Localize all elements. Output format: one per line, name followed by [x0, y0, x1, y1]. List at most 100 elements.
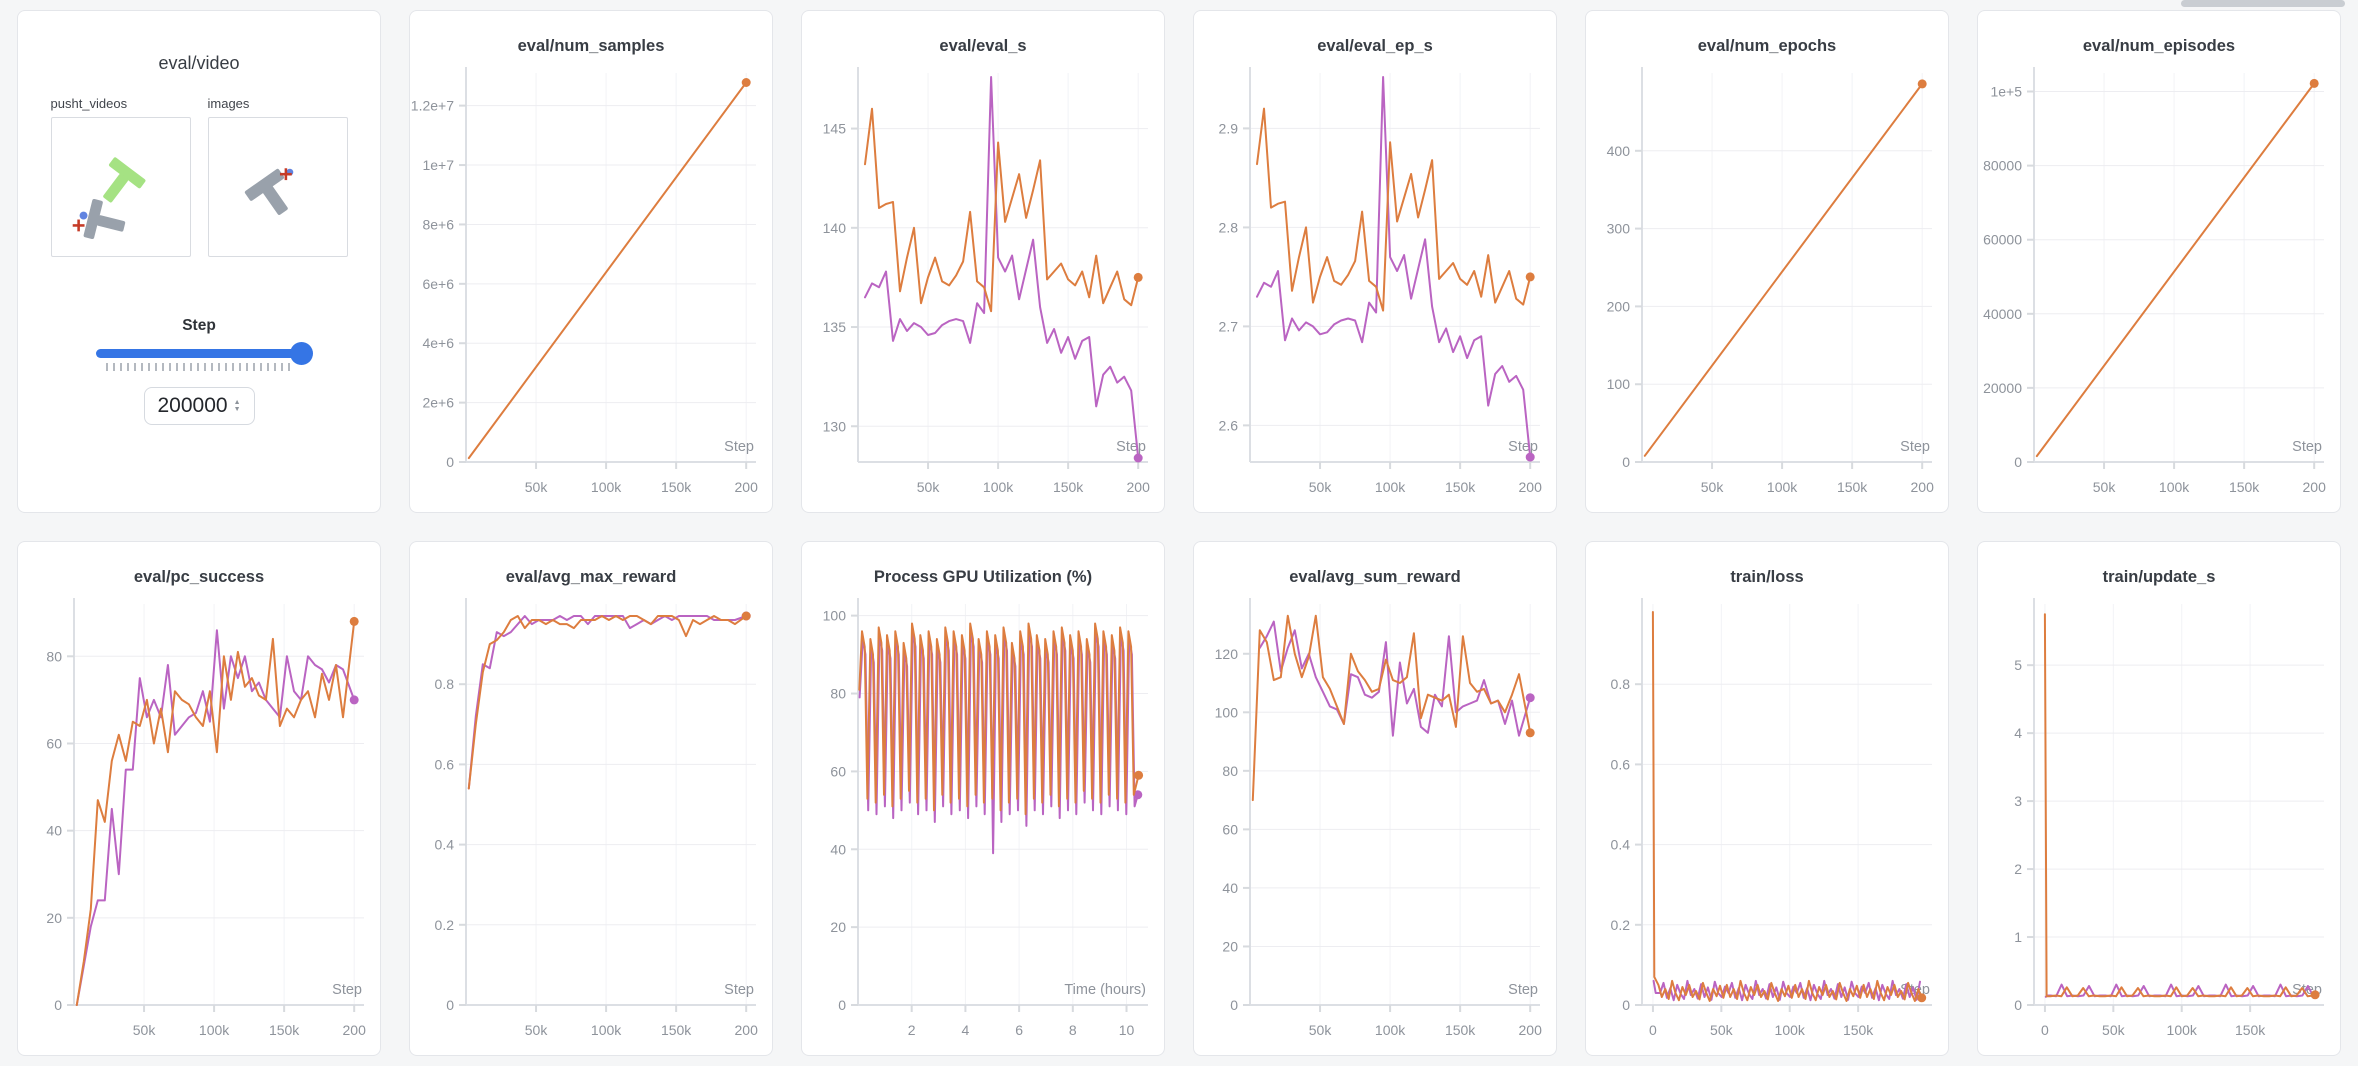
svg-text:200: 200: [735, 1022, 759, 1038]
chart-title: Process GPU Utilization (%): [873, 568, 1093, 586]
gray-t-shape: [244, 168, 288, 215]
chart-plot-area[interactable]: 50k 100k 150k 200 0 20 40 60 80 Step: [18, 590, 380, 1055]
svg-text:80: 80: [1222, 763, 1238, 779]
svg-text:1: 1: [2014, 929, 2022, 945]
thumb-label: pusht_videos: [50, 96, 128, 111]
chart-plot-area[interactable]: 50k 100k 150k 200 130 135 140 145 Step: [802, 59, 1164, 512]
step-slider[interactable]: [96, 342, 313, 371]
stepper-arrows: ▲ ▼: [234, 399, 241, 413]
svg-text:50k: 50k: [1701, 479, 1725, 495]
chart-plot-area[interactable]: 50k 100k 150k 200 0 0.2 0.4 0.6 0.8 Step: [410, 590, 772, 1055]
svg-text:100k: 100k: [2167, 1022, 2198, 1038]
chart-title: eval/num_episodes: [2082, 37, 2236, 55]
chart-title: train/update_s: [2102, 568, 2216, 586]
svg-text:Step: Step: [1116, 439, 1146, 455]
svg-text:0: 0: [1622, 997, 1630, 1013]
svg-text:Step: Step: [1900, 439, 1930, 455]
chart-panel-gpu-utilization: Process GPU Utilization (%) 2 4 6 8 10 0 20 40 6…: [801, 541, 1165, 1056]
chart-panel-eval-avg-max-reward: eval/avg_max_reward 50k 100k 150k 200 0 0.2 0.…: [409, 541, 773, 1056]
svg-text:100k: 100k: [983, 479, 1014, 495]
svg-text:8: 8: [1069, 1022, 1077, 1038]
svg-text:20000: 20000: [1983, 380, 2022, 396]
chart-plot-area[interactable]: 50k 100k 150k 200 0 2e+6 4e+6 6e+6 8e+6 1e+7 1.2e+…: [410, 59, 772, 512]
svg-text:2.6: 2.6: [1219, 417, 1239, 433]
svg-text:130: 130: [823, 418, 847, 434]
svg-text:40: 40: [830, 841, 846, 857]
svg-text:200: 200: [1607, 298, 1631, 314]
panel-title: eval/video: [158, 53, 240, 73]
stepper-up-icon[interactable]: ▲: [233, 399, 241, 406]
svg-text:100k: 100k: [1767, 479, 1798, 495]
media-panel-eval-video: eval/video pusht_videos: [17, 10, 381, 513]
agent-dot: [79, 211, 87, 220]
svg-text:150k: 150k: [1053, 479, 1084, 495]
svg-text:10: 10: [1119, 1022, 1135, 1038]
chart-plot-area[interactable]: 50k 100k 150k 200 0 20 40 60 80 100 120 Step: [1194, 590, 1556, 1055]
svg-text:2.7: 2.7: [1219, 318, 1239, 334]
svg-text:100: 100: [1215, 704, 1239, 720]
video-thumbnail-images[interactable]: [207, 117, 348, 257]
media-thumbnails: pusht_videos: [18, 96, 380, 257]
svg-text:140: 140: [823, 220, 847, 236]
stepper-down-icon[interactable]: ▼: [233, 406, 241, 413]
svg-text:50k: 50k: [1710, 1022, 1734, 1038]
svg-text:400: 400: [1607, 143, 1631, 159]
svg-text:0.4: 0.4: [1611, 837, 1631, 853]
svg-text:1.2e+7: 1.2e+7: [411, 98, 454, 114]
svg-text:50k: 50k: [525, 479, 549, 495]
svg-text:2: 2: [908, 1022, 916, 1038]
chart-title: eval/avg_sum_reward: [1289, 568, 1461, 586]
svg-text:3: 3: [2014, 793, 2022, 809]
svg-text:150k: 150k: [2229, 479, 2260, 495]
svg-text:50k: 50k: [2102, 1022, 2126, 1038]
svg-text:Step: Step: [2292, 439, 2322, 455]
chart-plot-area[interactable]: 50k 100k 150k 200 2.6 2.7 2.8 2.9 Step: [1194, 59, 1556, 512]
svg-text:0.4: 0.4: [435, 837, 455, 853]
svg-text:80000: 80000: [1983, 158, 2022, 174]
svg-text:100k: 100k: [1375, 479, 1406, 495]
svg-text:60: 60: [1222, 821, 1238, 837]
step-input[interactable]: 200000 ▲ ▼: [143, 387, 255, 425]
slider-track[interactable]: [96, 342, 313, 365]
svg-text:0.2: 0.2: [1611, 917, 1631, 933]
images-scene: [244, 168, 293, 215]
svg-text:2: 2: [2014, 861, 2022, 877]
svg-text:150k: 150k: [661, 479, 692, 495]
svg-text:200: 200: [1519, 479, 1543, 495]
chart-panel-eval-num-samples: eval/num_samples 50k 100k 150k 200 0 2e+6 4e+6…: [409, 10, 773, 513]
svg-text:50k: 50k: [1309, 479, 1333, 495]
svg-text:100k: 100k: [591, 479, 622, 495]
chart-plot-area[interactable]: 0 50k 100k 150k 0 1 2 3 4 5 Step: [1978, 590, 2340, 1055]
svg-text:6: 6: [1015, 1022, 1023, 1038]
step-input-value[interactable]: 200000: [157, 394, 228, 417]
svg-text:200: 200: [735, 479, 759, 495]
chart-plot-area[interactable]: 0 50k 100k 150k 0 0.2 0.4 0.6 0.8 Step: [1586, 590, 1948, 1055]
slider-tick-ruler: [106, 363, 292, 371]
svg-text:Time (hours): Time (hours): [1064, 982, 1146, 998]
svg-text:6e+6: 6e+6: [422, 276, 454, 292]
svg-text:0.8: 0.8: [1611, 676, 1631, 692]
svg-text:150k: 150k: [1843, 1022, 1874, 1038]
chart-plot-area[interactable]: 50k 100k 150k 200 0 100 200 300 400 Step: [1586, 59, 1948, 512]
slider-thumb[interactable]: [290, 342, 313, 365]
chart-plot-area[interactable]: 2 4 6 8 10 0 20 40 60 80 100 Time (hours): [802, 590, 1164, 1055]
chart-panel-eval-eval-s: eval/eval_s 50k 100k 150k 200 130 135 140 145 St…: [801, 10, 1165, 513]
svg-text:20: 20: [830, 919, 846, 935]
svg-text:200: 200: [2303, 479, 2327, 495]
svg-text:0.8: 0.8: [435, 676, 455, 692]
svg-text:0.2: 0.2: [435, 917, 455, 933]
partial-panel-above: [2181, 0, 2345, 7]
svg-text:2e+6: 2e+6: [422, 395, 454, 411]
chart-plot-area[interactable]: 50k 100k 150k 200 0 20000 40000 60000 80000 1e+5 S…: [1978, 59, 2340, 512]
svg-text:60: 60: [46, 735, 62, 751]
svg-text:20: 20: [46, 910, 62, 926]
svg-text:Step: Step: [1508, 439, 1538, 455]
chart-panel-eval-avg-sum-reward: eval/avg_sum_reward 50k 100k 150k 200 0 20 40 6…: [1193, 541, 1557, 1056]
chart-title: train/loss: [1730, 568, 1804, 586]
video-thumbnail-pusht[interactable]: [50, 117, 191, 257]
svg-text:150k: 150k: [1445, 1022, 1476, 1038]
svg-text:150k: 150k: [2235, 1022, 2266, 1038]
svg-text:4: 4: [962, 1022, 970, 1038]
svg-text:150k: 150k: [1837, 479, 1868, 495]
svg-text:0: 0: [446, 997, 454, 1013]
